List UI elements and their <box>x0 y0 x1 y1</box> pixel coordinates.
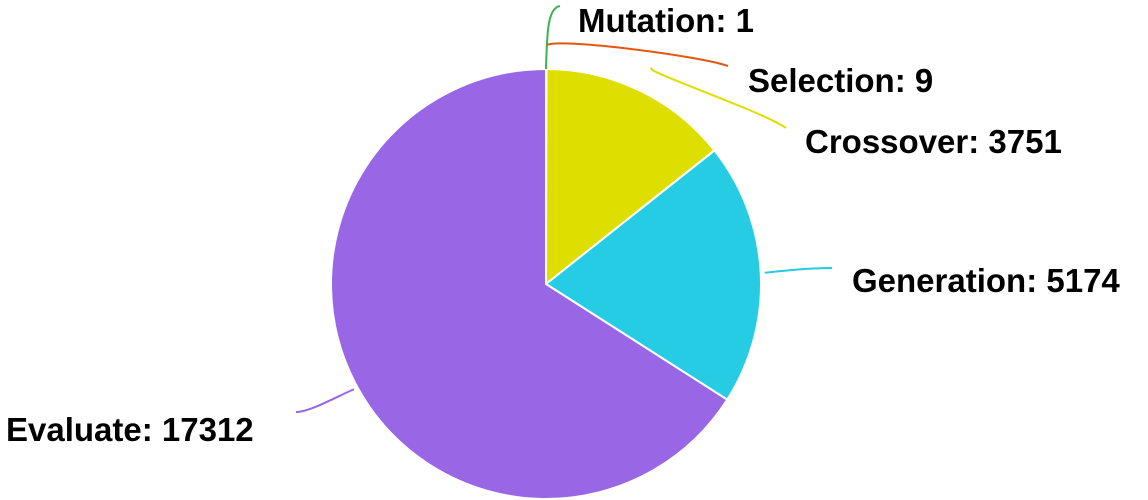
slice-crossover <box>544 67 716 287</box>
label-crossover: Crossover: 3751 <box>805 123 1062 160</box>
leader-generation <box>764 267 833 274</box>
label-mutation: Mutation: 1 <box>578 2 754 39</box>
label-evaluate: Evaluate: 17312 <box>6 411 254 448</box>
slice-evaluate <box>330 67 729 500</box>
leader-selection <box>546 42 729 67</box>
leader-lines <box>295 5 833 413</box>
label-selection: Selection: 9 <box>748 62 933 99</box>
leader-crossover <box>650 67 787 129</box>
leader-evaluate <box>295 388 355 413</box>
label-generation: Generation: 5174 <box>852 262 1120 299</box>
slice-generation <box>544 149 762 402</box>
pie-slices <box>330 67 762 500</box>
slice-labels: Mutation: 1 Selection: 9 Crossover: 3751… <box>6 2 1120 448</box>
leader-mutation <box>545 5 561 70</box>
